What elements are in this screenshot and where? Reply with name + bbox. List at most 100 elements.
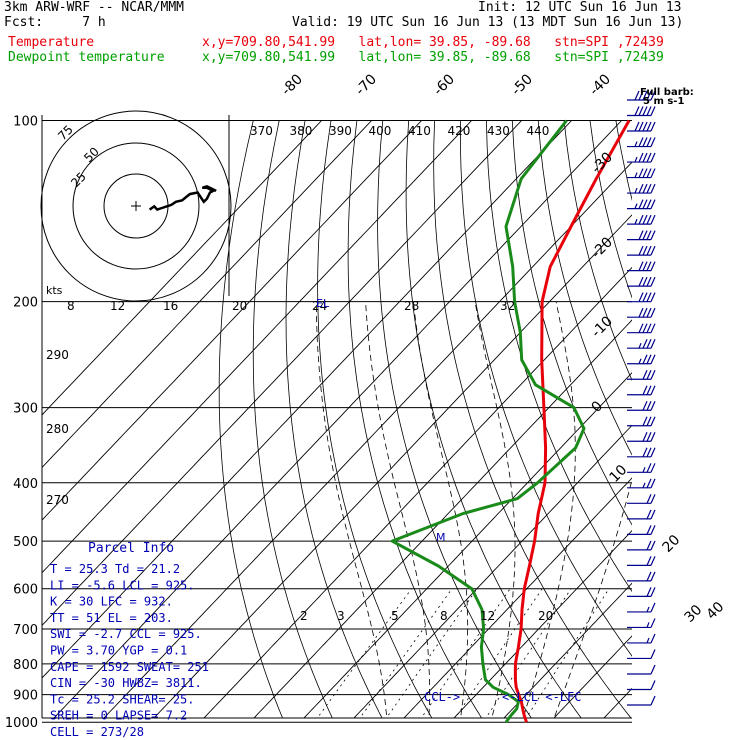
wind-barb — [627, 276, 656, 287]
mixing-ratio-line — [420, 588, 511, 718]
wind-barb — [627, 432, 656, 442]
theta-label: 420 — [448, 124, 471, 138]
temperature-legend-label: Temperature — [8, 35, 95, 50]
wind-barb — [627, 183, 656, 194]
dry-adiabat-line — [433, 120, 632, 718]
dry-adiabat-line — [668, 121, 740, 735]
dewpoint-profile — [390, 119, 586, 724]
pressure-label-700: 700 — [13, 623, 38, 638]
wind-barb — [627, 245, 656, 256]
wind-barb — [627, 618, 656, 629]
wind-barb — [627, 463, 656, 473]
parcel-info-title: Parcel Info — [88, 541, 174, 556]
temperature-profile — [513, 119, 631, 723]
pressure-label-200: 200 — [13, 296, 38, 311]
hodograph-tick-label: 32 — [500, 299, 515, 313]
isotherm-line — [403, 477, 632, 718]
hodograph-tick-label: 28 — [404, 299, 419, 313]
hodograph-tick-label: 20 — [232, 299, 247, 313]
parcel-info-row: Tc = 25.2 SHEAR= 25. — [50, 692, 195, 706]
wind-barb — [627, 478, 656, 489]
dry-adiabat-line — [511, 120, 632, 526]
pressure-label-600: 600 — [13, 583, 38, 598]
wind-barb — [627, 649, 656, 660]
hodograph-ring — [72, 142, 200, 270]
isotherm-label: -50 — [509, 71, 536, 98]
wind-barb — [627, 385, 656, 396]
mixing-ratio-label: 12 — [480, 609, 495, 623]
isotherm-line — [303, 372, 632, 718]
dry-adiabat-line — [285, 120, 383, 718]
hodograph-tick-label: 12 — [110, 299, 125, 313]
dewpoint-legend-info: x,y=709.80,541.99 lat,lon= 39.85, -89.68… — [202, 50, 664, 65]
hodograph-ring — [40, 110, 232, 302]
wind-barb — [627, 338, 656, 349]
isotherm-line — [42, 120, 422, 521]
hodograph-units: kts — [46, 284, 63, 297]
isotherm-line — [42, 120, 322, 416]
wind-barb — [627, 90, 656, 101]
forecast-hour: Fcst: 7 h — [4, 15, 106, 30]
isotherm-label: -10 — [589, 313, 616, 340]
pressure-label-900: 900 — [13, 689, 38, 704]
wind-barb — [627, 323, 656, 334]
pressure-label-300: 300 — [13, 402, 38, 417]
isotherm-label: -20 — [589, 234, 616, 261]
mixing-ratio-label: 8 — [440, 609, 448, 623]
isotherm-line — [42, 120, 372, 469]
barb-legend-units: 5 m s-1 — [643, 96, 684, 107]
dry-adiabat-line — [218, 120, 283, 718]
dry-adiabat-line — [459, 120, 632, 657]
wind-barb — [627, 354, 656, 365]
isotherm-line — [253, 319, 632, 718]
theta-label: 390 — [329, 124, 352, 138]
isotherm-line — [603, 687, 632, 718]
theta-label: 400 — [369, 124, 392, 138]
wind-barb — [627, 571, 656, 582]
pressure-label-1000: 1000 — [5, 716, 38, 731]
parcel-info-row: CELL = 273/28 — [50, 725, 144, 739]
ccl-mark: CCL-> — [424, 690, 460, 704]
mixing-ratio-label: 20 — [538, 609, 553, 623]
hodograph-trace — [148, 184, 217, 212]
wind-barb — [627, 214, 656, 225]
parcel-info-row: PW = 3.70 YGP = 0.1 — [50, 644, 187, 658]
wind-barb — [627, 680, 656, 691]
isotherm-label: -70 — [353, 71, 380, 98]
theta-label: 440 — [527, 124, 550, 138]
dry-adiabat-line — [589, 120, 632, 299]
wind-barb — [627, 540, 656, 551]
isotherm-label: 30 — [682, 602, 706, 626]
wind-barb — [627, 106, 656, 117]
moist-adiabat-line — [412, 301, 469, 718]
dry-adiabat-line — [537, 120, 632, 456]
parcel-info-row: CIN = -30 HWBZ= 3811. — [50, 676, 202, 690]
isotherm-label: -60 — [431, 71, 458, 98]
dry-adiabat-line — [563, 120, 632, 382]
theta-label: 270 — [46, 493, 69, 507]
parcel-info-row: T = 25.3 Td = 21.2 — [50, 562, 180, 576]
lcl-lfc-mark: <-LCL <-LFC — [502, 690, 581, 704]
isotherm-line — [453, 529, 632, 718]
wind-barb — [627, 525, 656, 535]
isotherm-line — [153, 214, 632, 718]
moist-adiabat-line — [474, 301, 516, 718]
parcel-info-row: SWI = -2.7 CCL = 925. — [50, 627, 202, 641]
wind-barb — [627, 199, 656, 210]
isotherm-line — [42, 120, 572, 679]
dry-adiabat-line — [720, 121, 740, 735]
dry-adiabat-line — [347, 120, 483, 718]
parcel-info-row: TT = 51 EL = 203. — [50, 611, 173, 625]
dry-adiabat-line — [486, 120, 632, 593]
isotherm-line — [42, 120, 472, 574]
hodograph-ring-label: 75 — [55, 122, 76, 143]
el-mark: EL — [316, 297, 330, 310]
mixing-ratio-line — [525, 588, 610, 718]
theta-label: 380 — [290, 124, 313, 138]
wind-barb — [627, 447, 656, 458]
isotherm-line — [638, 121, 740, 735]
isotherm-line — [553, 635, 632, 718]
wind-barb — [627, 664, 656, 675]
dry-adiabat-line — [317, 120, 433, 718]
wind-barb — [627, 401, 656, 411]
